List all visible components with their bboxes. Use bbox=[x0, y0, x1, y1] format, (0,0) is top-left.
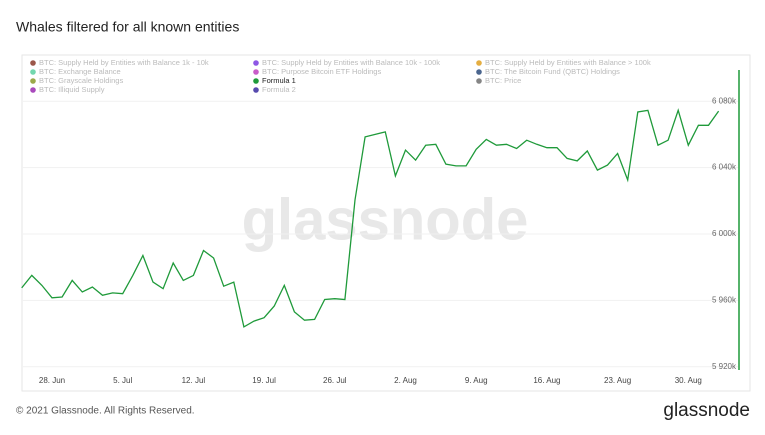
x-tick-label: 23. Aug bbox=[604, 376, 631, 385]
legend-marker bbox=[253, 60, 259, 66]
y-tick-label: 5 960k bbox=[712, 295, 737, 304]
legend-label: BTC: Exchange Balance bbox=[39, 67, 121, 76]
x-tick-label: 16. Aug bbox=[533, 376, 560, 385]
y-tick-label: 6 080k bbox=[712, 96, 737, 105]
legend-marker bbox=[476, 60, 482, 66]
watermark: glassnode bbox=[242, 187, 529, 252]
legend-label: BTC: Price bbox=[485, 76, 521, 85]
y-tick-label: 5 920k bbox=[712, 362, 737, 371]
legend-marker bbox=[253, 87, 259, 93]
legend-marker bbox=[30, 69, 36, 75]
footer: © 2021 Glassnode. All Rights Reserved. bbox=[16, 406, 195, 417]
legend-marker bbox=[30, 78, 36, 84]
legend-label: BTC: Supply Held by Entities with Balanc… bbox=[39, 58, 209, 67]
legend-marker bbox=[30, 87, 36, 93]
legend-label: BTC: Purpose Bitcoin ETF Holdings bbox=[262, 67, 381, 76]
legend-marker bbox=[476, 69, 482, 75]
x-tick-label: 2. Aug bbox=[394, 376, 417, 385]
legend-marker bbox=[476, 78, 482, 84]
x-tick-label: 12. Jul bbox=[182, 376, 206, 385]
legend-label: BTC: The Bitcoin Fund (QBTC) Holdings bbox=[485, 67, 620, 76]
legend-label: Formula 2 bbox=[262, 85, 296, 94]
legend-marker bbox=[30, 60, 36, 66]
x-tick-label: 5. Jul bbox=[113, 376, 132, 385]
x-tick-label: 9. Aug bbox=[465, 376, 488, 385]
y-tick-label: 6 000k bbox=[712, 229, 737, 238]
legend-label: BTC: Illiquid Supply bbox=[39, 85, 105, 94]
x-tick-label: 28. Jun bbox=[39, 376, 65, 385]
chart-frame bbox=[21, 54, 751, 392]
legend-label: BTC: Grayscale Holdings bbox=[39, 76, 123, 85]
x-tick-label: 30. Aug bbox=[675, 376, 702, 385]
chart-title: Whales filtered for all known entities bbox=[16, 19, 239, 35]
legend-label: BTC: Supply Held by Entities with Balanc… bbox=[485, 58, 651, 67]
legend-label: Formula 1 bbox=[262, 76, 296, 85]
x-tick-label: 19. Jul bbox=[252, 376, 276, 385]
legend-marker bbox=[253, 69, 259, 75]
data-line bbox=[21, 108, 720, 328]
y-tick-label: 6 040k bbox=[712, 163, 737, 172]
x-tick-label: 26. Jul bbox=[323, 376, 347, 385]
legend-label: BTC: Supply Held by Entities with Balanc… bbox=[262, 58, 440, 67]
legend-marker bbox=[253, 78, 259, 84]
brand-logo: glassnode bbox=[663, 400, 750, 421]
